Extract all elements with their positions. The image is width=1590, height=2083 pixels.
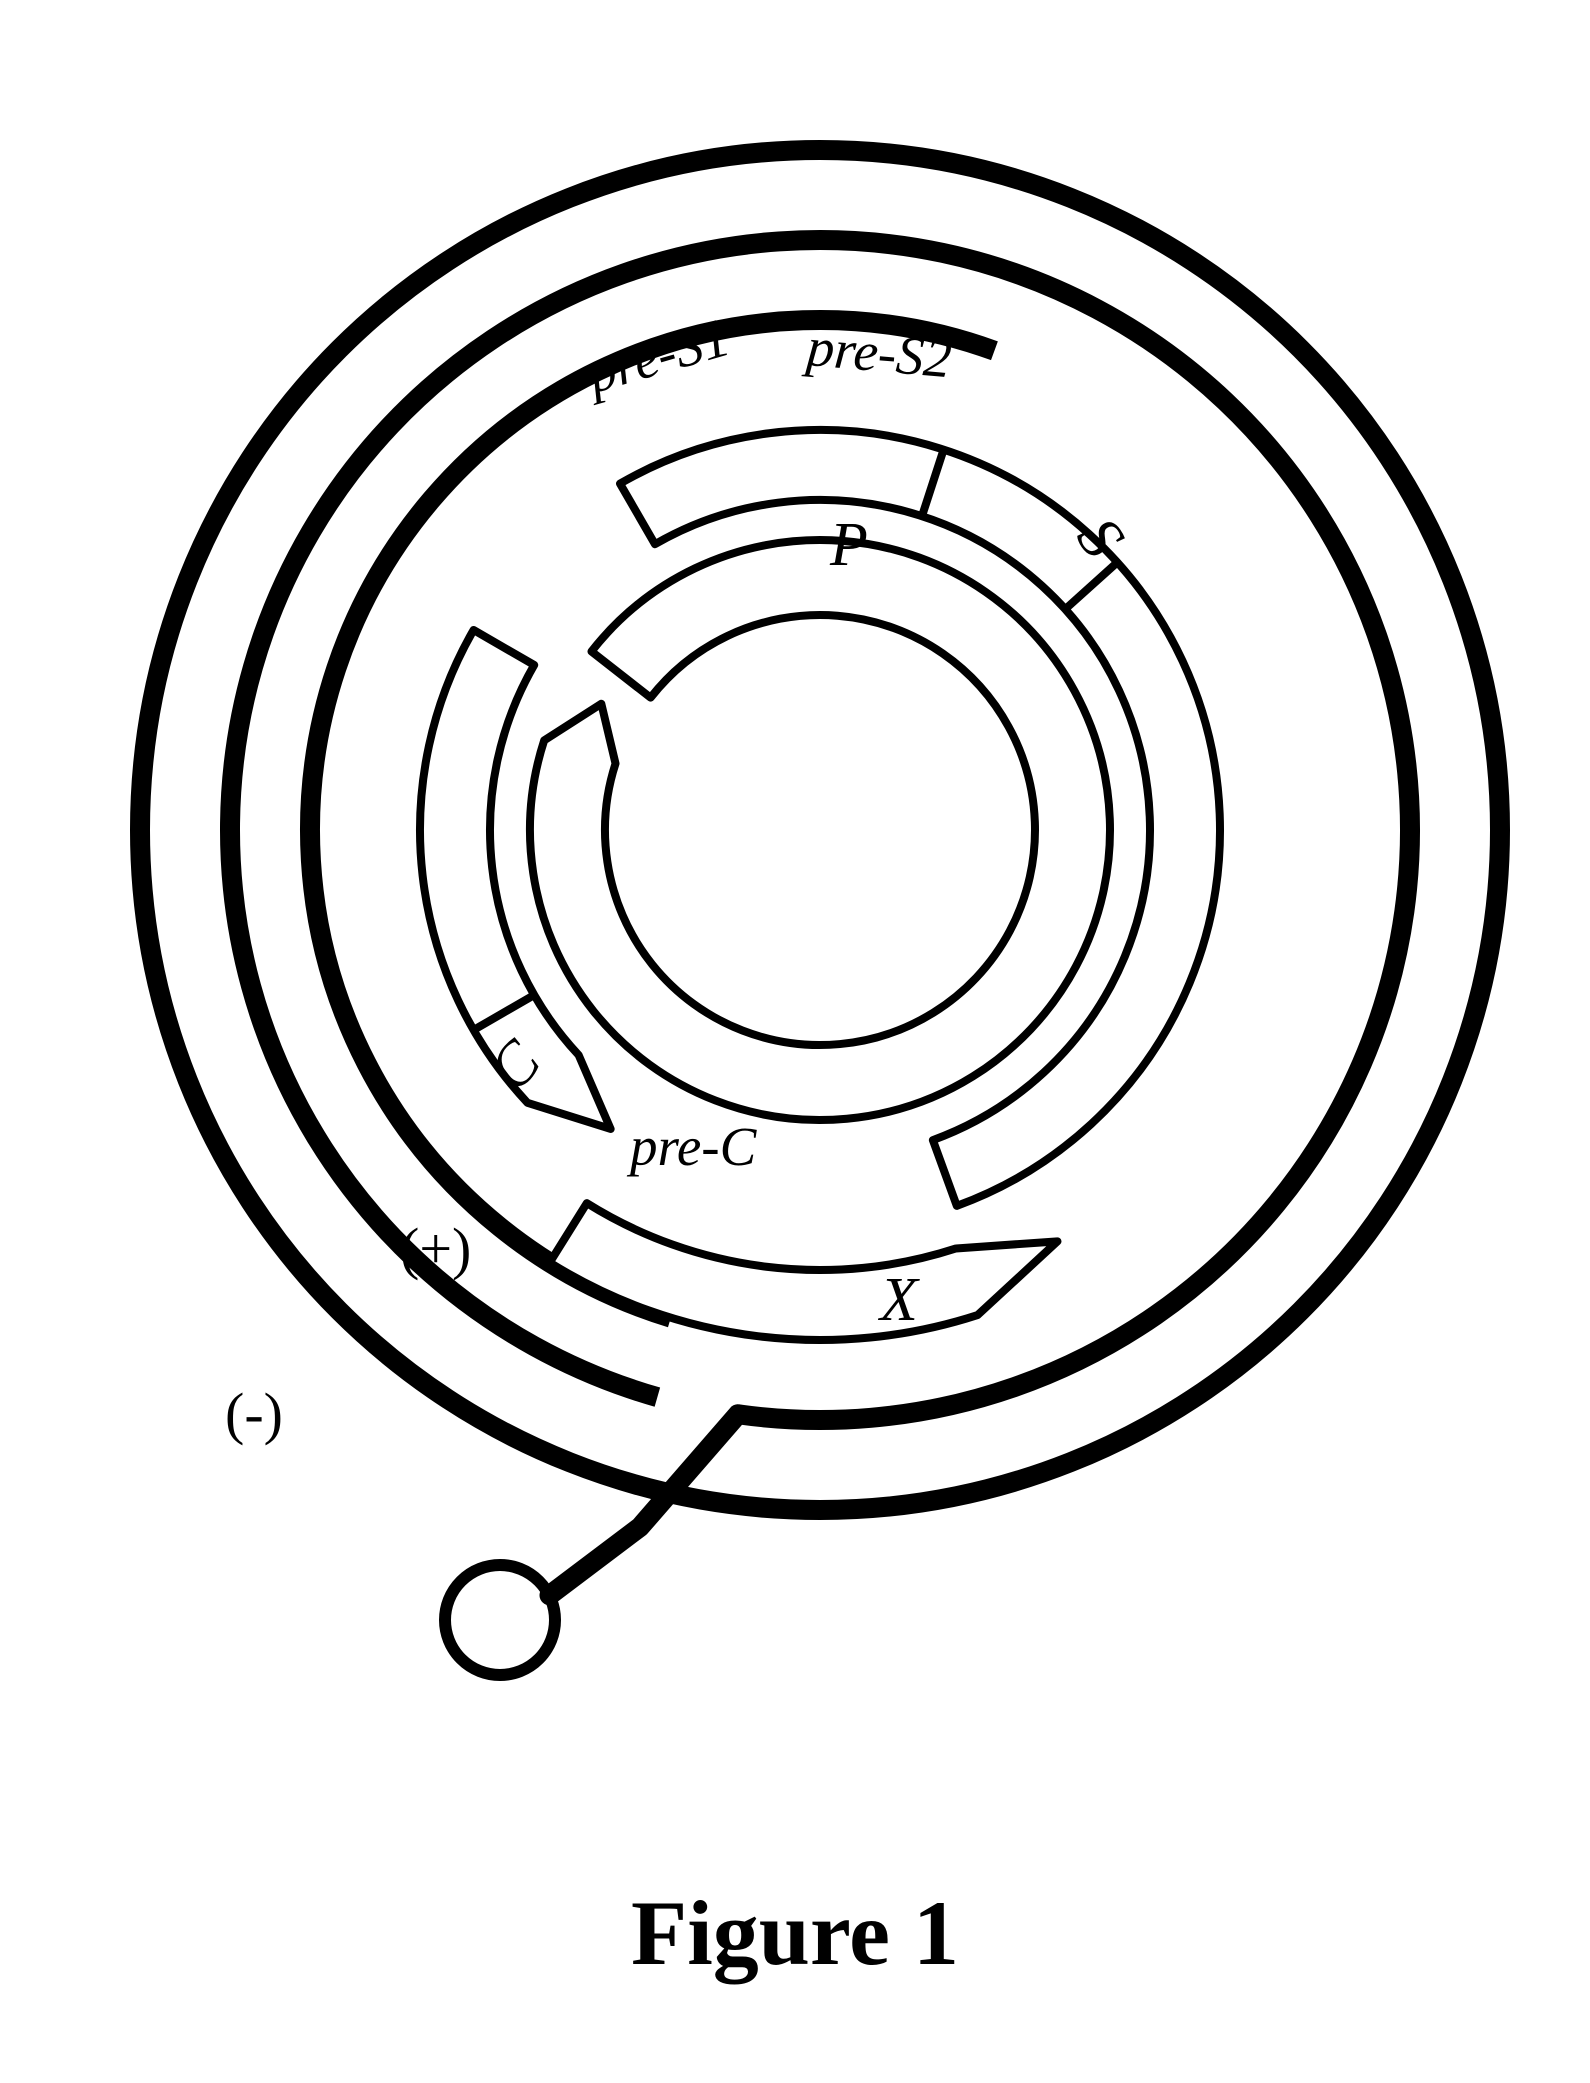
label-plus-strand: (+) xyxy=(400,1215,471,1282)
label-minus-strand: (-) xyxy=(225,1380,283,1447)
label-x: X xyxy=(880,1265,918,1336)
figure-caption: Figure 1 xyxy=(0,1880,1590,1986)
orf-p-arc xyxy=(530,540,1110,1120)
label-pre-c: pre-C xyxy=(630,1115,756,1178)
label-pre-s2: pre-S2 xyxy=(805,315,955,390)
terminal-protein xyxy=(445,1414,738,1675)
orf-x-arc xyxy=(550,1203,1058,1340)
page: pre-S1 pre-S2 S P C pre-C X (+) (-) Figu… xyxy=(0,0,1590,2083)
label-p: P xyxy=(830,510,868,581)
genome-diagram-svg xyxy=(0,0,1590,2083)
